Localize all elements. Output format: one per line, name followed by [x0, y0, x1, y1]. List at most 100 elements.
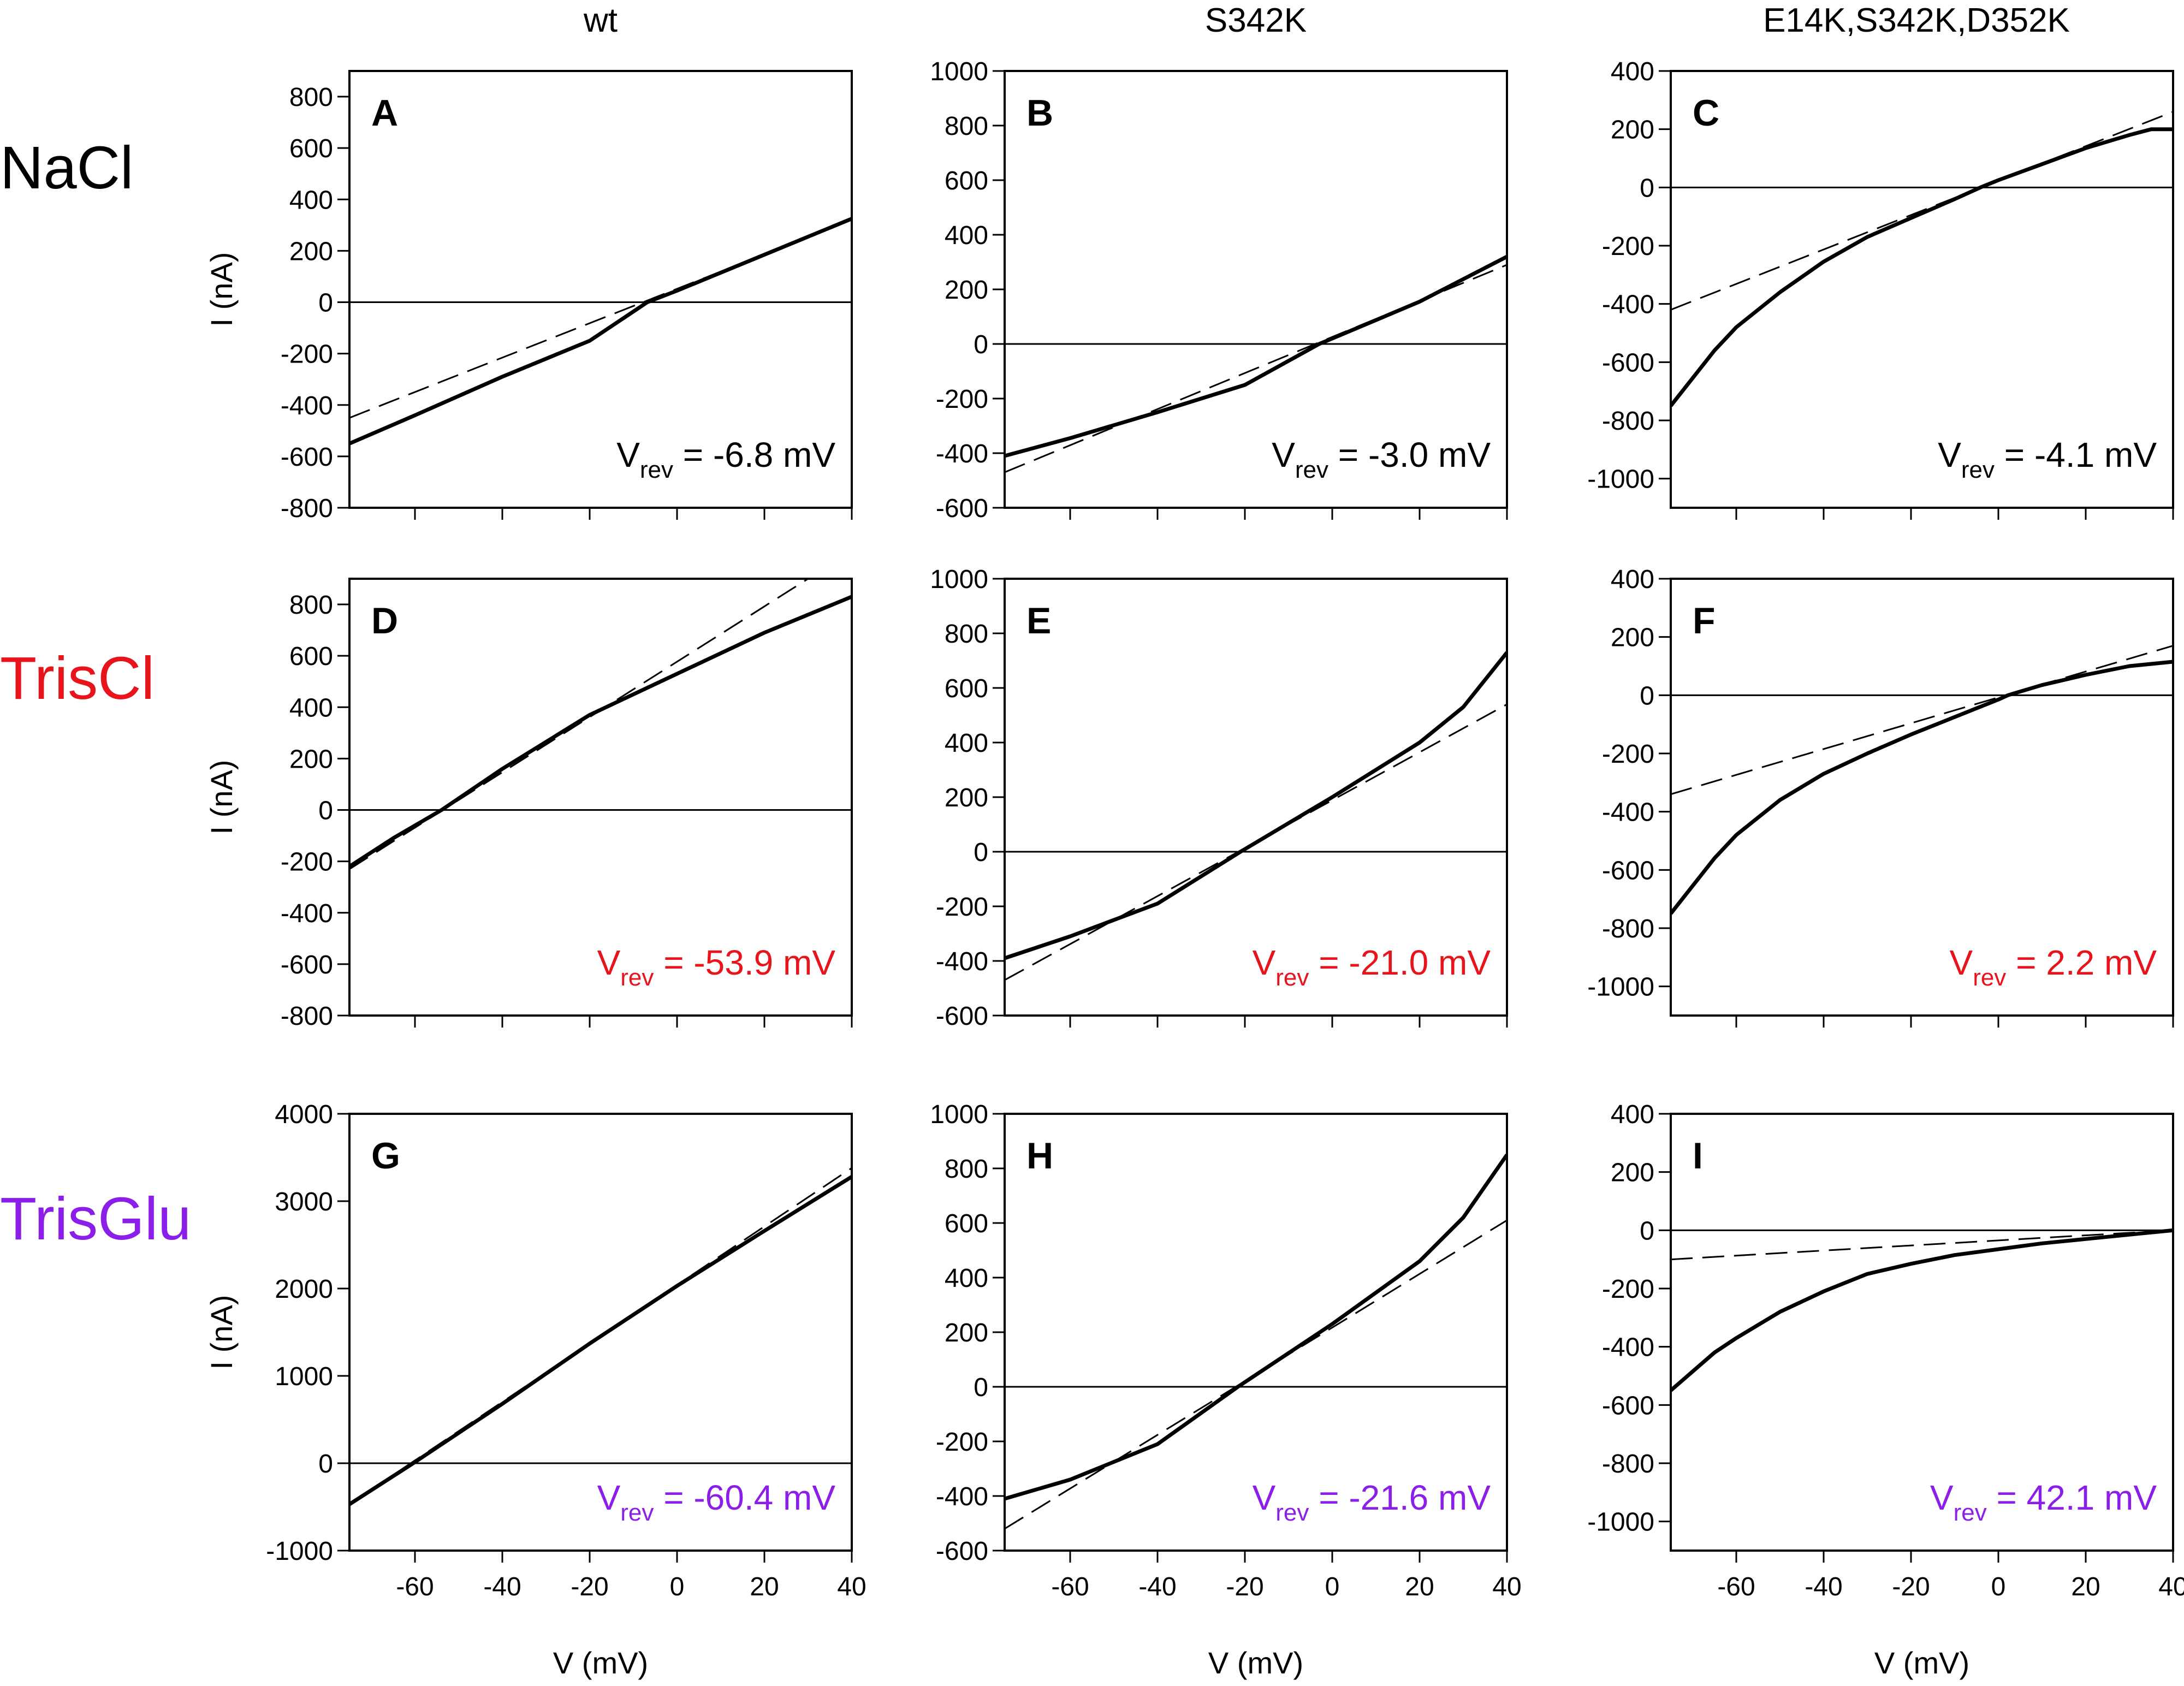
y-tick-label: 200 [289, 237, 333, 266]
x-tick-label: 40 [1492, 1572, 1521, 1601]
measured-iv-curve [1005, 651, 1507, 960]
linear-fit-line [1005, 703, 1507, 981]
vrev-label: Vrev = -6.8 mV [616, 435, 835, 483]
plot-frame [348, 578, 853, 1017]
x-tick-label: -20 [571, 1572, 608, 1601]
y-tick-label: 400 [1611, 57, 1654, 86]
x-tick-label: -40 [1805, 1572, 1842, 1601]
row-label-trisglu: TrisGlu [0, 1185, 191, 1252]
y-tick-label: 400 [945, 221, 988, 250]
y-tick-label: 0 [974, 1373, 988, 1402]
panel-g: -1000 0 1000 2000 3000 4000 -60 -40 -20 0 20 40 I (n… [204, 1100, 867, 1680]
linear-fit-line [1005, 264, 1507, 473]
vrev-subscript: rev [1973, 964, 2006, 991]
y-tick-label: -800 [281, 1002, 333, 1031]
y-tick-label: -1000 [1587, 973, 1654, 1002]
y-tick-label: -200 [1602, 232, 1654, 261]
y-tick-label: -600 [1602, 1391, 1654, 1420]
panel-b: -600 -400 -200 0 200 400 600 800 1000 B Vrev = -3.… [930, 57, 1508, 523]
x-tick-label: 40 [837, 1572, 866, 1601]
measured-iv-curve [1671, 1228, 2173, 1392]
y-axis-label: I (nA) [204, 760, 239, 835]
y-axis-label: I (nA) [204, 1295, 239, 1370]
y-tick-label: 600 [289, 642, 333, 671]
plot-frame [348, 1113, 853, 1552]
y-tick-label: 0 [318, 1450, 333, 1479]
x-tick-label: 20 [1405, 1572, 1434, 1601]
y-tick-label: 0 [318, 797, 333, 826]
vrev-symbol: V [1253, 943, 1276, 982]
y-tick-label: -800 [281, 494, 333, 523]
vrev-subscript: rev [1961, 456, 1995, 483]
vrev-value: = -6.8 mV [673, 435, 835, 474]
vrev-subscript: rev [640, 456, 673, 483]
plot-frame [1670, 70, 2174, 509]
panel-e: -600 -400 -200 0 200 400 600 800 1000 E Vrev = -21… [930, 565, 1508, 1031]
x-tick-label: 0 [670, 1572, 685, 1601]
measured-iv-curve [349, 1175, 852, 1506]
vrev-symbol: V [1272, 435, 1295, 474]
y-tick-label: 600 [289, 134, 333, 163]
vrev-value: = -21.0 mV [1309, 943, 1491, 982]
linear-fit-line [1671, 111, 2173, 311]
vrev-subscript: rev [1275, 1499, 1309, 1526]
panel-letter: H [1026, 1135, 1053, 1177]
y-tick-label: 1000 [930, 57, 988, 86]
y-tick-label: -400 [936, 1482, 988, 1511]
panel-f: -1000 -800 -600 -400 -200 0 200 400 F Vrev = 2.2 … [1587, 565, 2174, 1028]
y-tick-label: -400 [936, 440, 988, 468]
y-tick-label: 800 [945, 1155, 988, 1184]
y-tick-label: -200 [1602, 1275, 1654, 1304]
x-axis-label: V (mV) [1208, 1646, 1303, 1680]
column-title-s342k: S342K [1205, 2, 1307, 39]
panel-letter: E [1026, 600, 1051, 642]
y-tick-label: 200 [945, 276, 988, 305]
vrev-subscript: rev [1275, 964, 1309, 991]
column-title-wt: wt [583, 2, 618, 39]
y-tick-label: -600 [281, 443, 333, 472]
vrev-symbol: V [597, 943, 621, 982]
y-tick-label: 1000 [930, 565, 988, 594]
vrev-value: = 42.1 mV [1987, 1478, 2157, 1517]
plot-frame [1670, 1113, 2174, 1552]
vrev-value: = 2.2 mV [2006, 943, 2157, 982]
measured-iv-curve [1005, 1154, 1507, 1501]
y-tick-label: 0 [1640, 1216, 1654, 1245]
y-tick-label: 2000 [275, 1275, 333, 1304]
y-tick-label: 600 [945, 1209, 988, 1238]
vrev-label: Vrev = 2.2 mV [1950, 943, 2157, 991]
vrev-label: Vrev = -4.1 mV [1938, 435, 2157, 483]
vrev-label: Vrev = -21.0 mV [1253, 943, 1491, 991]
vrev-value: = -21.6 mV [1309, 1478, 1491, 1517]
row-label-triscl: TrisCl [0, 645, 155, 712]
y-tick-label: -600 [281, 951, 333, 979]
y-tick-label: 400 [945, 1264, 988, 1293]
x-tick-label: 20 [750, 1572, 779, 1601]
vrev-symbol: V [616, 435, 640, 474]
vrev-label: Vrev = 42.1 mV [1930, 1478, 2157, 1526]
y-tick-label: 400 [1611, 565, 1654, 594]
y-tick-label: -800 [1602, 1450, 1654, 1479]
vrev-symbol: V [1930, 1478, 1954, 1517]
vrev-label: Vrev = -21.6 mV [1253, 1478, 1491, 1526]
y-tick-label: -600 [936, 494, 988, 523]
linear-fit-line [1671, 645, 2173, 795]
panel-letter: F [1693, 600, 1716, 642]
y-tick-label: 800 [289, 83, 333, 112]
linear-fit-line [349, 219, 852, 419]
x-tick-label: -40 [1138, 1572, 1176, 1601]
plot-frame [348, 70, 853, 509]
vrev-subscript: rev [620, 964, 654, 991]
linear-fit-line [1005, 1219, 1507, 1530]
x-tick-label: -20 [1226, 1572, 1263, 1601]
vrev-symbol: V [1253, 1478, 1276, 1517]
measured-iv-curve [1005, 254, 1507, 458]
y-tick-label: 0 [974, 330, 988, 359]
y-tick-label: -400 [1602, 798, 1654, 827]
y-tick-label: -600 [936, 1537, 988, 1566]
vrev-symbol: V [1950, 943, 1973, 982]
x-tick-label: 40 [2158, 1572, 2184, 1601]
vrev-label: Vrev = -60.4 mV [597, 1478, 836, 1526]
plot-frame [1670, 578, 2174, 1017]
